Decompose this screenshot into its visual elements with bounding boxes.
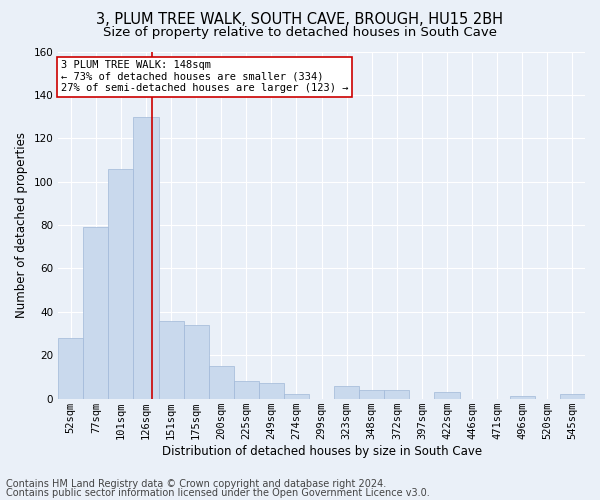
Bar — [158, 320, 184, 398]
Bar — [234, 382, 259, 398]
Bar — [209, 366, 234, 398]
Bar — [434, 392, 460, 398]
Bar — [184, 325, 209, 398]
Bar — [109, 168, 133, 398]
Text: 3, PLUM TREE WALK, SOUTH CAVE, BROUGH, HU15 2BH: 3, PLUM TREE WALK, SOUTH CAVE, BROUGH, H… — [97, 12, 503, 28]
Bar — [334, 386, 359, 398]
Bar — [510, 396, 535, 398]
Bar — [560, 394, 585, 398]
X-axis label: Distribution of detached houses by size in South Cave: Distribution of detached houses by size … — [161, 444, 482, 458]
Text: Contains public sector information licensed under the Open Government Licence v3: Contains public sector information licen… — [6, 488, 430, 498]
Text: Size of property relative to detached houses in South Cave: Size of property relative to detached ho… — [103, 26, 497, 39]
Text: Contains HM Land Registry data © Crown copyright and database right 2024.: Contains HM Land Registry data © Crown c… — [6, 479, 386, 489]
Y-axis label: Number of detached properties: Number of detached properties — [15, 132, 28, 318]
Bar — [359, 390, 385, 398]
Bar — [83, 228, 109, 398]
Bar — [284, 394, 309, 398]
Bar — [259, 384, 284, 398]
Bar — [58, 338, 83, 398]
Bar — [133, 116, 158, 398]
Bar — [385, 390, 409, 398]
Text: 3 PLUM TREE WALK: 148sqm
← 73% of detached houses are smaller (334)
27% of semi-: 3 PLUM TREE WALK: 148sqm ← 73% of detach… — [61, 60, 349, 94]
